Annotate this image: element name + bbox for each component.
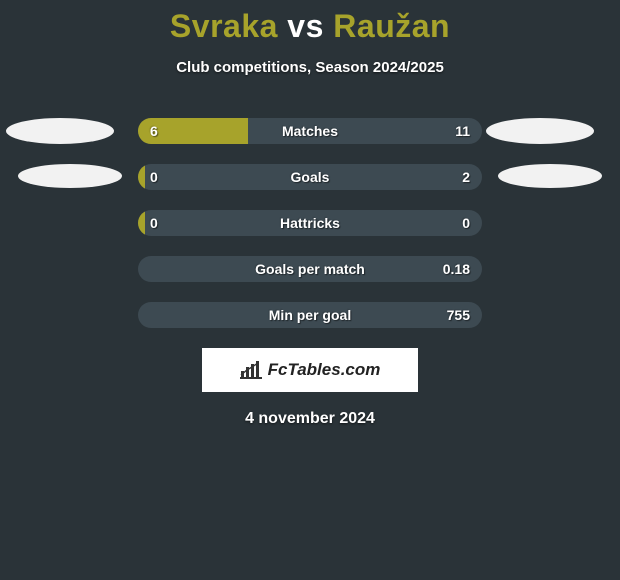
stat-row: Goals per match0.18 [138,256,482,282]
stat-label: Goals per match [138,256,482,282]
avatar-placeholder-right-1 [486,118,594,144]
stat-label: Matches [138,118,482,144]
bar-chart-icon [240,361,262,379]
stat-label: Hattricks [138,210,482,236]
logo-text: FcTables.com [268,360,381,380]
title-player2: Raužan [333,8,450,44]
stat-label: Min per goal [138,302,482,328]
stat-row: 0Goals2 [138,164,482,190]
stat-row: Min per goal755 [138,302,482,328]
stat-value-right: 11 [455,118,470,144]
stat-row: 0Hattricks0 [138,210,482,236]
page-title: Svraka vs Raužan [0,0,620,45]
avatar-placeholder-left-1 [6,118,114,144]
title-vs: vs [287,8,324,44]
avatar-placeholder-right-2 [498,164,602,188]
stat-value-right: 2 [462,164,470,190]
stat-row: 6Matches11 [138,118,482,144]
title-player1: Svraka [170,8,278,44]
logo-box: FcTables.com [202,348,418,392]
chart-area: 6Matches110Goals20Hattricks0Goals per ma… [0,118,620,328]
stat-rows: 6Matches110Goals20Hattricks0Goals per ma… [0,118,620,328]
stat-value-right: 0.18 [443,256,470,282]
date-text: 4 november 2024 [0,410,620,428]
stat-label: Goals [138,164,482,190]
avatar-placeholder-left-2 [18,164,122,188]
stat-value-right: 0 [462,210,470,236]
stat-value-right: 755 [447,302,470,328]
subtitle: Club competitions, Season 2024/2025 [0,59,620,76]
